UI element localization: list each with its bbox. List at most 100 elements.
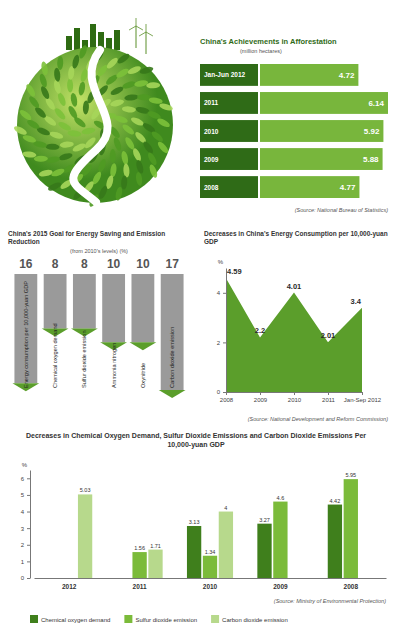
chart-panel: China's Achievements in Afforestation(mi… xyxy=(200,37,388,213)
category-label: Energy consumption per 10,000-yuan GDP xyxy=(23,281,29,388)
category-label: Oxynitride xyxy=(140,363,146,388)
leaf xyxy=(150,130,165,144)
building xyxy=(90,24,96,50)
data-label: 2.2 xyxy=(255,326,265,335)
data-label: 4.6 xyxy=(277,495,285,501)
leaf xyxy=(142,140,155,155)
bar xyxy=(260,64,358,86)
legend-swatch xyxy=(211,615,219,623)
leaf xyxy=(120,150,129,165)
tick: 2009 xyxy=(273,578,288,590)
tick: 2011 xyxy=(133,578,147,590)
leaf xyxy=(135,172,143,187)
legend: Chemical oxygen demandSulfur dioxide emi… xyxy=(30,615,288,623)
leaf xyxy=(121,123,136,136)
turbine-mast xyxy=(146,32,147,54)
building xyxy=(66,36,72,50)
source: (Source: National Bureau of Statistics) xyxy=(295,207,388,213)
tick: 4 xyxy=(217,290,226,296)
chart-title: Decreases in China's Energy Consumption … xyxy=(204,230,388,245)
tick-label: 2008 xyxy=(344,583,359,590)
tick-label: Jan-Sep 2012 xyxy=(344,397,382,403)
x-axis: 2012 2011 2010 2009 2008 xyxy=(35,578,387,590)
bar xyxy=(132,552,146,578)
tick: 2010 xyxy=(203,578,218,590)
data-label: 6.14 xyxy=(368,99,384,108)
bar xyxy=(187,526,201,578)
chart-title: Decreases in Chemical Oxygen Demand, Sul… xyxy=(26,432,366,449)
leaf xyxy=(18,108,33,121)
tick-mark xyxy=(223,392,226,393)
tick-mark xyxy=(223,293,226,294)
tick-mark xyxy=(223,342,226,343)
data-label: 5.95 xyxy=(345,472,356,478)
text-line: Decreases in China's Energy Consumption … xyxy=(204,230,388,238)
tick: 2012 xyxy=(62,578,77,590)
tick-mark xyxy=(260,392,261,395)
bar xyxy=(328,505,342,578)
tick: 0 xyxy=(21,575,30,581)
arrow-head xyxy=(159,390,186,398)
data-label: 1.34 xyxy=(205,549,216,555)
chart-panel: Decreases in Chemical Oxygen Demand, Sul… xyxy=(21,432,387,623)
bar xyxy=(273,502,287,578)
leaf xyxy=(27,95,40,110)
legend-entry: Sulfur dioxide emission xyxy=(135,617,197,623)
leaf xyxy=(57,56,63,70)
data-label: 5.92 xyxy=(364,127,380,136)
y-axis: 0123456 xyxy=(21,471,31,582)
tick-label: 2010 xyxy=(288,397,302,403)
data-label: 4.72 xyxy=(339,71,355,80)
leaf xyxy=(146,82,160,89)
tick-label: 5 xyxy=(21,492,25,498)
category-label: Sulfur dioxide emission xyxy=(81,330,87,388)
leaf xyxy=(53,107,67,121)
y-axis: 024 xyxy=(217,269,227,396)
tick-mark xyxy=(27,478,30,479)
leaf xyxy=(146,151,158,166)
leaf xyxy=(109,163,117,178)
data-label: 8 xyxy=(81,257,88,271)
tick-label: 2009 xyxy=(273,583,288,590)
data-label: 8 xyxy=(52,257,59,271)
category-label: Chemical oxygen demand xyxy=(52,323,58,388)
leaf xyxy=(105,56,119,70)
data-label: 4.01 xyxy=(287,282,302,291)
leaf xyxy=(44,96,57,111)
chart-panel: Decreases in China's Energy Consumption … xyxy=(204,230,388,422)
bar xyxy=(161,274,184,390)
category-label: Carbon dioxide emission xyxy=(169,327,175,388)
bar xyxy=(73,274,96,329)
data-label: 3.27 xyxy=(259,517,270,523)
tick-mark xyxy=(27,495,30,496)
leaf xyxy=(139,65,154,75)
axis-title: % xyxy=(218,259,224,265)
tick-mark xyxy=(27,528,30,529)
leaf xyxy=(135,159,145,174)
label-box xyxy=(200,176,258,198)
data-label: 3.13 xyxy=(189,519,200,525)
leaf xyxy=(110,98,125,107)
label-box xyxy=(200,120,258,142)
tick: 3 xyxy=(21,526,30,532)
text-line: 10,000-yuan GDP xyxy=(167,441,225,449)
category-label: 2008 xyxy=(204,184,219,191)
leaf xyxy=(47,181,62,193)
leaf xyxy=(97,158,108,173)
data-label: 4.77 xyxy=(340,183,356,192)
leaf xyxy=(130,116,145,128)
category-label: 2011 xyxy=(204,99,218,106)
bar xyxy=(260,148,383,170)
bar xyxy=(203,556,217,578)
tick: 2008 xyxy=(220,392,234,403)
x-axis: 2008200920102011Jan-Sep 2012 xyxy=(220,392,382,403)
tick-label: 2011 xyxy=(133,583,147,590)
tick: 4 xyxy=(21,509,30,515)
infographic: China's Achievements in Afforestation(mi… xyxy=(0,0,393,631)
leaf xyxy=(67,105,79,120)
data-label: 4.42 xyxy=(330,498,341,504)
data-label: 5.03 xyxy=(80,487,91,493)
label-box xyxy=(200,64,258,86)
leaf xyxy=(148,163,159,178)
leaf xyxy=(60,141,74,148)
